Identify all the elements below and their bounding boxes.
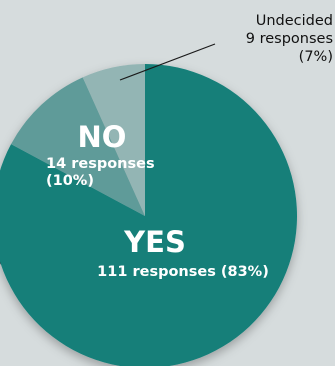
yes-slice-detail: 111 responses (83%) <box>97 264 269 280</box>
pie-slice-yes <box>0 64 297 366</box>
no-slice-detail-line1: 14 responses <box>46 156 155 172</box>
undecided-slice-detail-line2: (7%) <box>299 49 333 65</box>
yes-slice-label: YES <box>123 225 186 259</box>
pie-slice-undecided <box>82 64 145 216</box>
pie-slice-no <box>11 77 146 217</box>
no-slice-detail-line2: (10%) <box>46 173 94 189</box>
undecided-leader-line <box>119 43 216 81</box>
no-slice-label: NO <box>78 120 127 154</box>
undecided-slice-label: Undecided <box>256 13 333 29</box>
undecided-slice-detail-line1: 9 responses <box>246 31 333 47</box>
